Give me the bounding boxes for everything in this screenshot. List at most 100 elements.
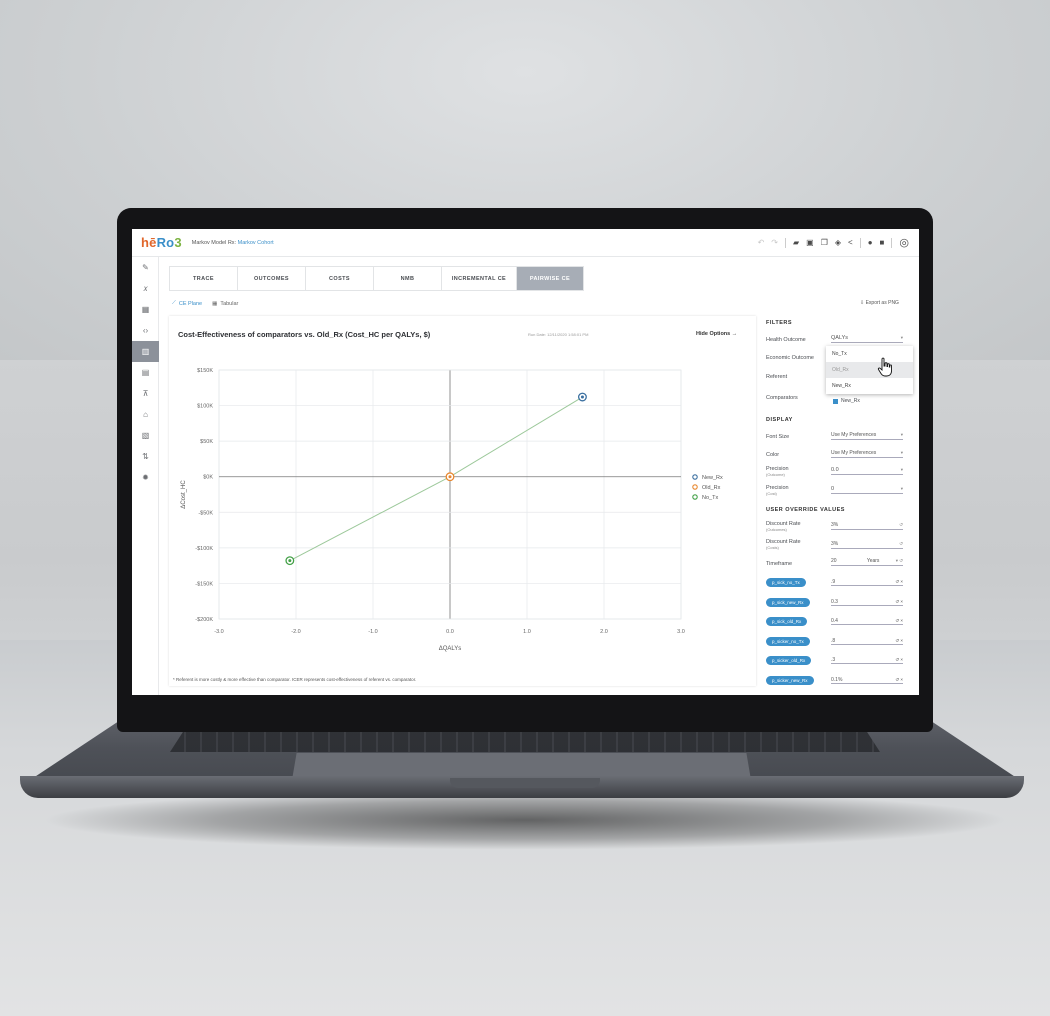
variable-icon[interactable]: 𝑥 [143, 283, 148, 293]
legend-marker [692, 484, 698, 490]
y-tick-label: -$50K [198, 510, 213, 516]
x-axis-label: ΔQALYs [439, 646, 462, 652]
tabular-toggle[interactable]: ▦ Tabular [212, 300, 239, 307]
laptop-notch [450, 778, 600, 788]
layers-icon[interactable]: ◈ [834, 238, 842, 247]
tab-costs[interactable]: COSTS [305, 266, 373, 291]
share-icon[interactable]: < [848, 238, 853, 247]
y-tick-label: $150K [197, 368, 213, 374]
data-point-center [580, 395, 584, 399]
dropdown-option[interactable]: Old_Rx [826, 362, 913, 378]
discount-rate-costs-label: Discount Rate (Costs) [766, 539, 801, 550]
reset-remove-icon[interactable]: ↺ × [895, 657, 903, 662]
redo-icon[interactable]: ↷ [771, 238, 778, 247]
parameter-pill[interactable]: p_sick_new_Rx [766, 597, 810, 607]
divider [784, 237, 786, 248]
chevron-down-icon: ▾ [900, 450, 903, 455]
reset-icon[interactable]: ↺ [899, 522, 903, 527]
parameter-value-input[interactable]: .3 ↺ × [831, 657, 903, 664]
x-tick-label: 1.0 [523, 629, 531, 635]
precision-cost-label: Precision (Cost) [766, 485, 789, 496]
x-tick-label: -2.0 [291, 629, 300, 635]
user-icon[interactable]: ◎ [899, 237, 909, 249]
reset-remove-icon[interactable]: ↺ × [895, 676, 903, 682]
undo-icon[interactable]: ↶ [757, 238, 765, 247]
psa-icon[interactable]: ⌂ [143, 410, 148, 419]
app-logo[interactable]: hēRo3 [141, 235, 182, 250]
results-icon[interactable]: ▥ [132, 341, 159, 362]
y-tick-label: -$200K [195, 617, 213, 623]
settings-icon[interactable]: ✹ [142, 473, 149, 482]
legend-label: New_Rx [702, 475, 723, 481]
reset-remove-icon[interactable]: ↺ × [895, 598, 903, 604]
reset-remove-icon[interactable]: ↺ × [895, 618, 903, 623]
data-point-center [288, 559, 292, 563]
dropdown-option[interactable]: No_Tx [832, 351, 847, 357]
chart-title: Cost-Effectiveness of comparators vs. Ol… [178, 330, 431, 339]
tab-trace[interactable]: TRACE [169, 266, 237, 291]
divider [859, 237, 861, 248]
parameter-value-input[interactable]: .9 ↺ × [831, 579, 903, 586]
copy-icon[interactable]: ❐ [820, 238, 828, 247]
health-outcome-select[interactable]: QALYs ▾ [831, 335, 903, 343]
comparator-checkbox[interactable] [833, 399, 838, 404]
x-tick-label: -3.0 [214, 629, 223, 635]
display-heading: DISPLAY [766, 417, 793, 423]
model-name: Markov Model Rx: Markov Cohort [191, 239, 274, 246]
save-icon[interactable]: ▣ [806, 238, 814, 247]
reset-icon[interactable]: ↺ [899, 541, 903, 546]
view-toggle: ⟋ CE Plane ▦ Tabular [172, 300, 238, 307]
tab-outcomes[interactable]: OUTCOMES [237, 266, 305, 291]
discount-rate-costs-input[interactable]: 3% ↺ [831, 541, 903, 549]
hide-options-button[interactable]: Hide Options → [696, 331, 738, 337]
table-icon[interactable]: ▦ [141, 305, 150, 314]
parameter-value-input[interactable]: .8 ↺ × [831, 637, 903, 645]
pencil-icon[interactable]: ✎ [142, 263, 149, 272]
parameter-value-input[interactable]: 0.1% ↺ × [831, 676, 903, 684]
timeframe-label: Timeframe [766, 561, 793, 567]
timeframe-input[interactable]: 20 Years ▾ ↺ [831, 558, 903, 566]
health-outcome-label: Health Outcome [766, 337, 806, 343]
font-size-select[interactable]: Use My Preferences ▾ [831, 432, 903, 440]
y-tick-label: -$100K [195, 546, 213, 552]
y-tick-label: $0K [203, 475, 213, 481]
legend-marker [692, 494, 698, 500]
ce-plane-toggle[interactable]: ⟋ CE Plane [172, 300, 203, 307]
folder-icon[interactable]: ▰ [792, 238, 800, 247]
help-icon[interactable]: ■ [879, 238, 885, 247]
parameter-pill[interactable]: p_sicker_no_Tx [766, 636, 810, 646]
ce-connector-line [289, 476, 451, 562]
discount-rate-outcomes-label: Discount Rate (Outcomes) [766, 521, 801, 532]
parameter-pill[interactable]: p_sick_old_Rx [766, 617, 808, 626]
y-tick-label: $50K [200, 439, 213, 445]
dropdown-option[interactable]: New_Rx [832, 383, 851, 389]
parameter-value-input[interactable]: 0.4 ↺ × [831, 618, 903, 625]
evpi-icon[interactable]: ▧ [141, 431, 150, 440]
export-png-button[interactable]: ⇩ Export as PNG [860, 300, 899, 306]
tab-incremental-ce[interactable]: INCREMENTAL CE [441, 266, 516, 291]
code-icon[interactable]: ‹› [142, 326, 149, 335]
info-icon[interactable]: ● [867, 238, 873, 247]
filter-icon[interactable]: ⊼ [142, 389, 149, 398]
parameter-pill[interactable]: p_sicker_new_Rx [766, 675, 814, 685]
tab-nmb[interactable]: NMB [373, 266, 441, 291]
sort-icon[interactable]: ⇅ [142, 452, 149, 461]
discount-rate-outcomes-input[interactable]: 3% ↺ [831, 522, 903, 530]
reset-icon[interactable]: ▾ ↺ [895, 558, 903, 563]
parameter-value-input[interactable]: 0.3 ↺ × [831, 598, 903, 606]
filters-heading: FILTERS [766, 320, 793, 326]
x-tick-label: 3.0 [677, 629, 685, 635]
grid-icon[interactable]: ▤ [141, 368, 150, 377]
parameter-pill[interactable]: p_sick_no_Tx [766, 578, 806, 587]
precision-outcome-select[interactable]: 0.0 ▾ [831, 467, 903, 475]
run-date: Run Date: 12/11/2020 1:58:01 PM [528, 332, 589, 337]
reset-remove-icon[interactable]: ↺ × [895, 637, 903, 643]
tab-pairwise-ce[interactable]: PAIRWISE CE [516, 266, 584, 291]
hand-cursor-icon [877, 357, 892, 377]
parameter-pill[interactable]: p_sicker_old_Rx [766, 656, 812, 665]
reset-remove-icon[interactable]: ↺ × [895, 579, 903, 584]
app-header: hēRo3 Markov Model Rx: Markov Cohort ↶ ↷… [132, 229, 919, 257]
color-select[interactable]: Use My Preferences ▾ [831, 450, 903, 458]
ce-plane-chart: -3.0 -2.0 -1.0 0.0 1.0 2.0 3.0 $150K $100K $50K $0… [181, 368, 723, 652]
precision-cost-select[interactable]: 0 ▾ [831, 486, 903, 494]
